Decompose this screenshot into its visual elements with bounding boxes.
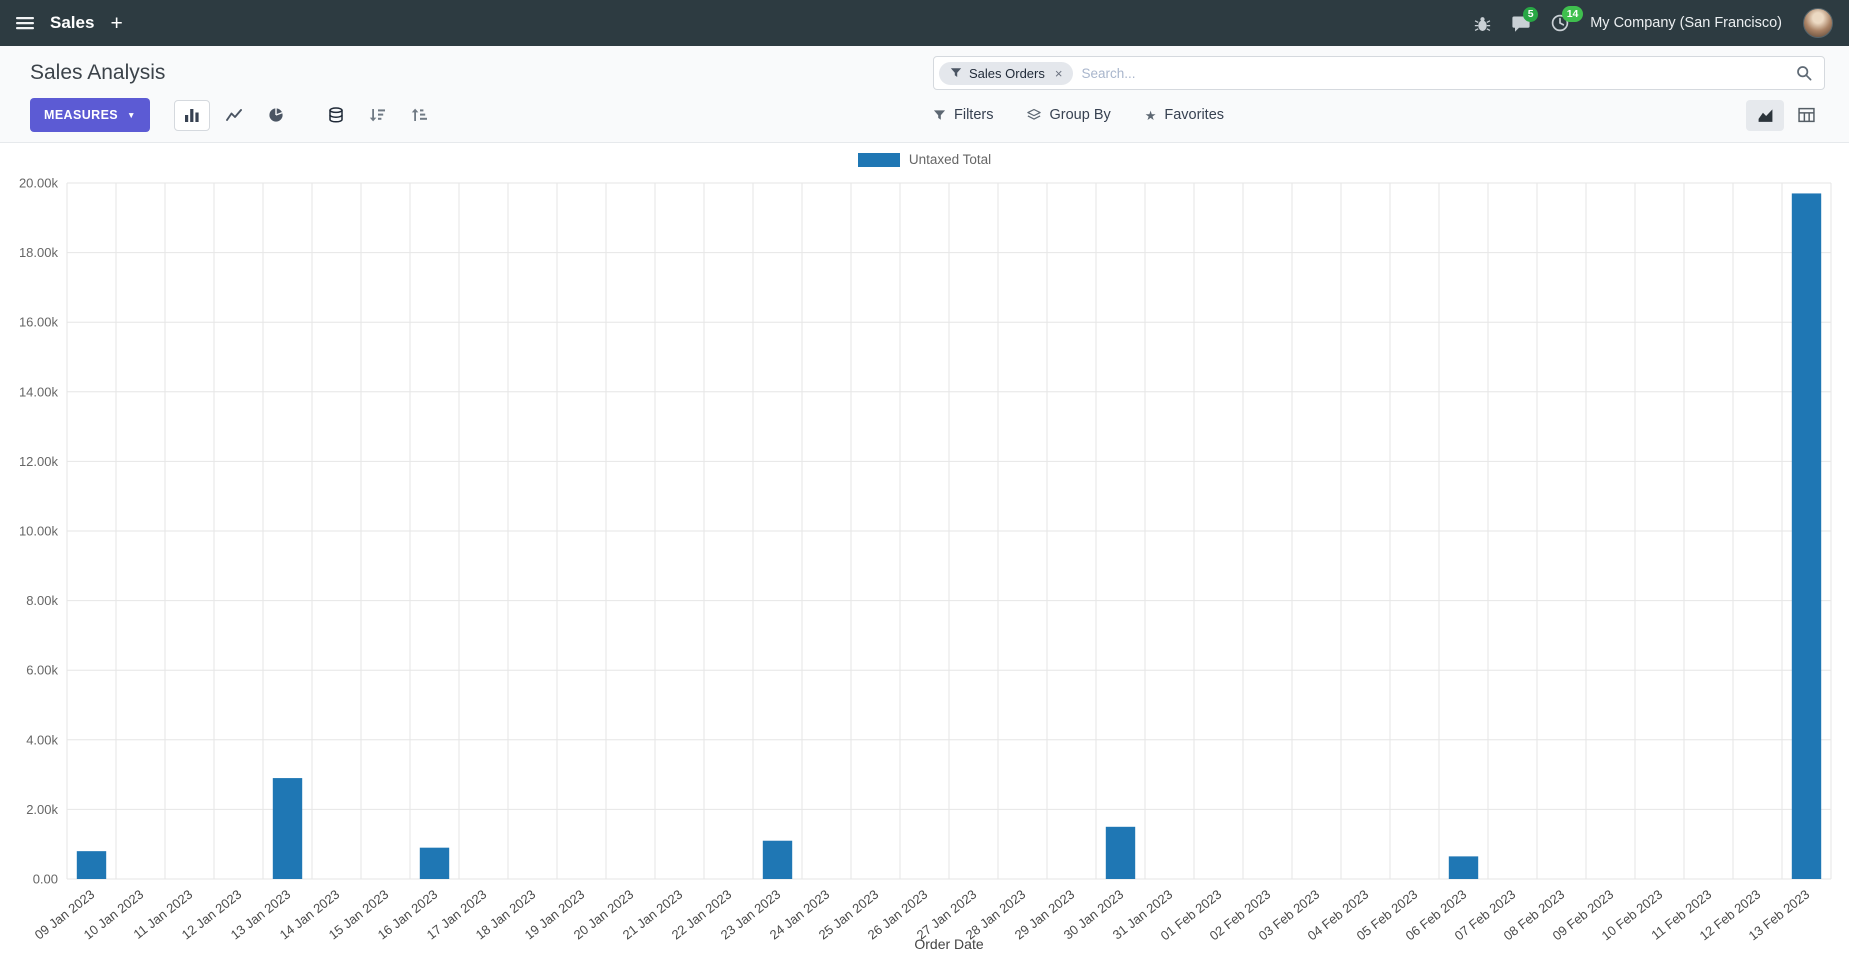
group-by-label: Group By — [1049, 107, 1111, 123]
search-bar[interactable]: Sales Orders × — [933, 56, 1825, 90]
pivot-view-button[interactable] — [1787, 100, 1825, 131]
bar-chart-button[interactable] — [173, 99, 210, 131]
pie-chart-button[interactable] — [258, 100, 294, 131]
star-icon: ★ — [1144, 107, 1157, 123]
filter-funnel-icon — [933, 109, 946, 122]
bar[interactable] — [762, 840, 793, 879]
control-panel: Sales Analysis Sales Orders × MEASURES ▼ — [0, 46, 1849, 143]
favorites-label: Favorites — [1164, 107, 1225, 123]
search-icon[interactable] — [1796, 65, 1812, 81]
legend-swatch — [857, 152, 900, 167]
search-facet-label: Sales Orders — [969, 65, 1045, 81]
messages-button[interactable]: 5 — [1512, 6, 1539, 32]
y-tick-label: 10.00k — [19, 524, 59, 539]
messages-badge: 5 — [1523, 6, 1539, 22]
y-tick-label: 8.00k — [26, 593, 58, 608]
hamburger-menu-icon[interactable] — [16, 15, 34, 31]
y-tick-label: 16.00k — [19, 315, 59, 330]
group-by-button[interactable]: Group By — [1027, 107, 1111, 123]
y-tick-label: 4.00k — [26, 732, 58, 747]
search-option-buttons: Filters Group By ★ Favorites — [933, 107, 1224, 123]
line-chart-button[interactable] — [216, 100, 252, 131]
filters-label: Filters — [954, 107, 994, 123]
filter-funnel-icon — [950, 67, 962, 79]
sales-bar-chart[interactable]: 0.00 2.00k 4.00k 6.00k 8.00k 10.00k 12.00k 14.0… — [0, 169, 1849, 955]
view-toolbar: MEASURES ▼ — [30, 98, 917, 132]
layers-icon — [1027, 108, 1042, 122]
y-tick-label: 2.00k — [26, 802, 58, 817]
bar[interactable] — [419, 847, 450, 879]
search-facet[interactable]: Sales Orders × — [939, 61, 1074, 85]
search-input[interactable] — [1081, 65, 1788, 81]
activities-badge: 14 — [1562, 6, 1583, 22]
view-switcher — [1746, 99, 1825, 131]
sort-descending-button[interactable] — [360, 100, 396, 131]
systray: 5 14 My Company (San Francisco) — [1474, 6, 1833, 38]
x-axis-title: Order Date — [914, 936, 983, 952]
filters-button[interactable]: Filters — [933, 107, 993, 123]
bar[interactable] — [76, 851, 107, 879]
y-tick-label: 6.00k — [26, 663, 58, 678]
page-title: Sales Analysis — [30, 61, 166, 84]
favorites-button[interactable]: ★ Favorites — [1145, 107, 1224, 123]
stacked-toggle-button[interactable] — [318, 100, 354, 131]
bar[interactable] — [1448, 856, 1479, 879]
bar[interactable] — [1105, 826, 1136, 879]
search-options-row: Filters Group By ★ Favorites — [933, 99, 1825, 131]
sort-ascending-button[interactable] — [402, 100, 438, 131]
bar[interactable] — [272, 778, 303, 879]
y-tick-label: 12.00k — [19, 454, 59, 469]
graph-view-button[interactable] — [1746, 99, 1784, 131]
app-name[interactable]: Sales — [50, 13, 95, 32]
measures-label: MEASURES — [44, 108, 119, 122]
company-switcher[interactable]: My Company (San Francisco) — [1590, 15, 1782, 31]
legend-label: Untaxed Total — [908, 152, 992, 167]
measures-button[interactable]: MEASURES ▼ — [30, 98, 150, 132]
y-tick-label: 18.00k — [19, 245, 59, 260]
chart-area: Untaxed Total 0.00 2.00k 4.00k 6.00k 8.00k 10… — [0, 152, 1849, 955]
y-tick-label: 14.00k — [19, 384, 59, 399]
facet-remove-icon[interactable]: × — [1054, 65, 1063, 81]
bar[interactable] — [1791, 193, 1822, 879]
clock-icon — [1551, 14, 1569, 32]
debug-bug-icon[interactable] — [1474, 15, 1491, 32]
user-avatar[interactable] — [1803, 8, 1833, 38]
chart-legend[interactable]: Untaxed Total — [0, 152, 1849, 167]
y-tick-label: 0.00 — [33, 872, 58, 887]
caret-down-icon: ▼ — [127, 109, 136, 120]
plus-button[interactable]: + — [110, 11, 123, 35]
top-navbar: Sales + 5 14 My Company (San Francisco) — [0, 0, 1849, 46]
y-tick-label: 20.00k — [19, 176, 59, 191]
activities-button[interactable]: 14 — [1551, 6, 1583, 32]
